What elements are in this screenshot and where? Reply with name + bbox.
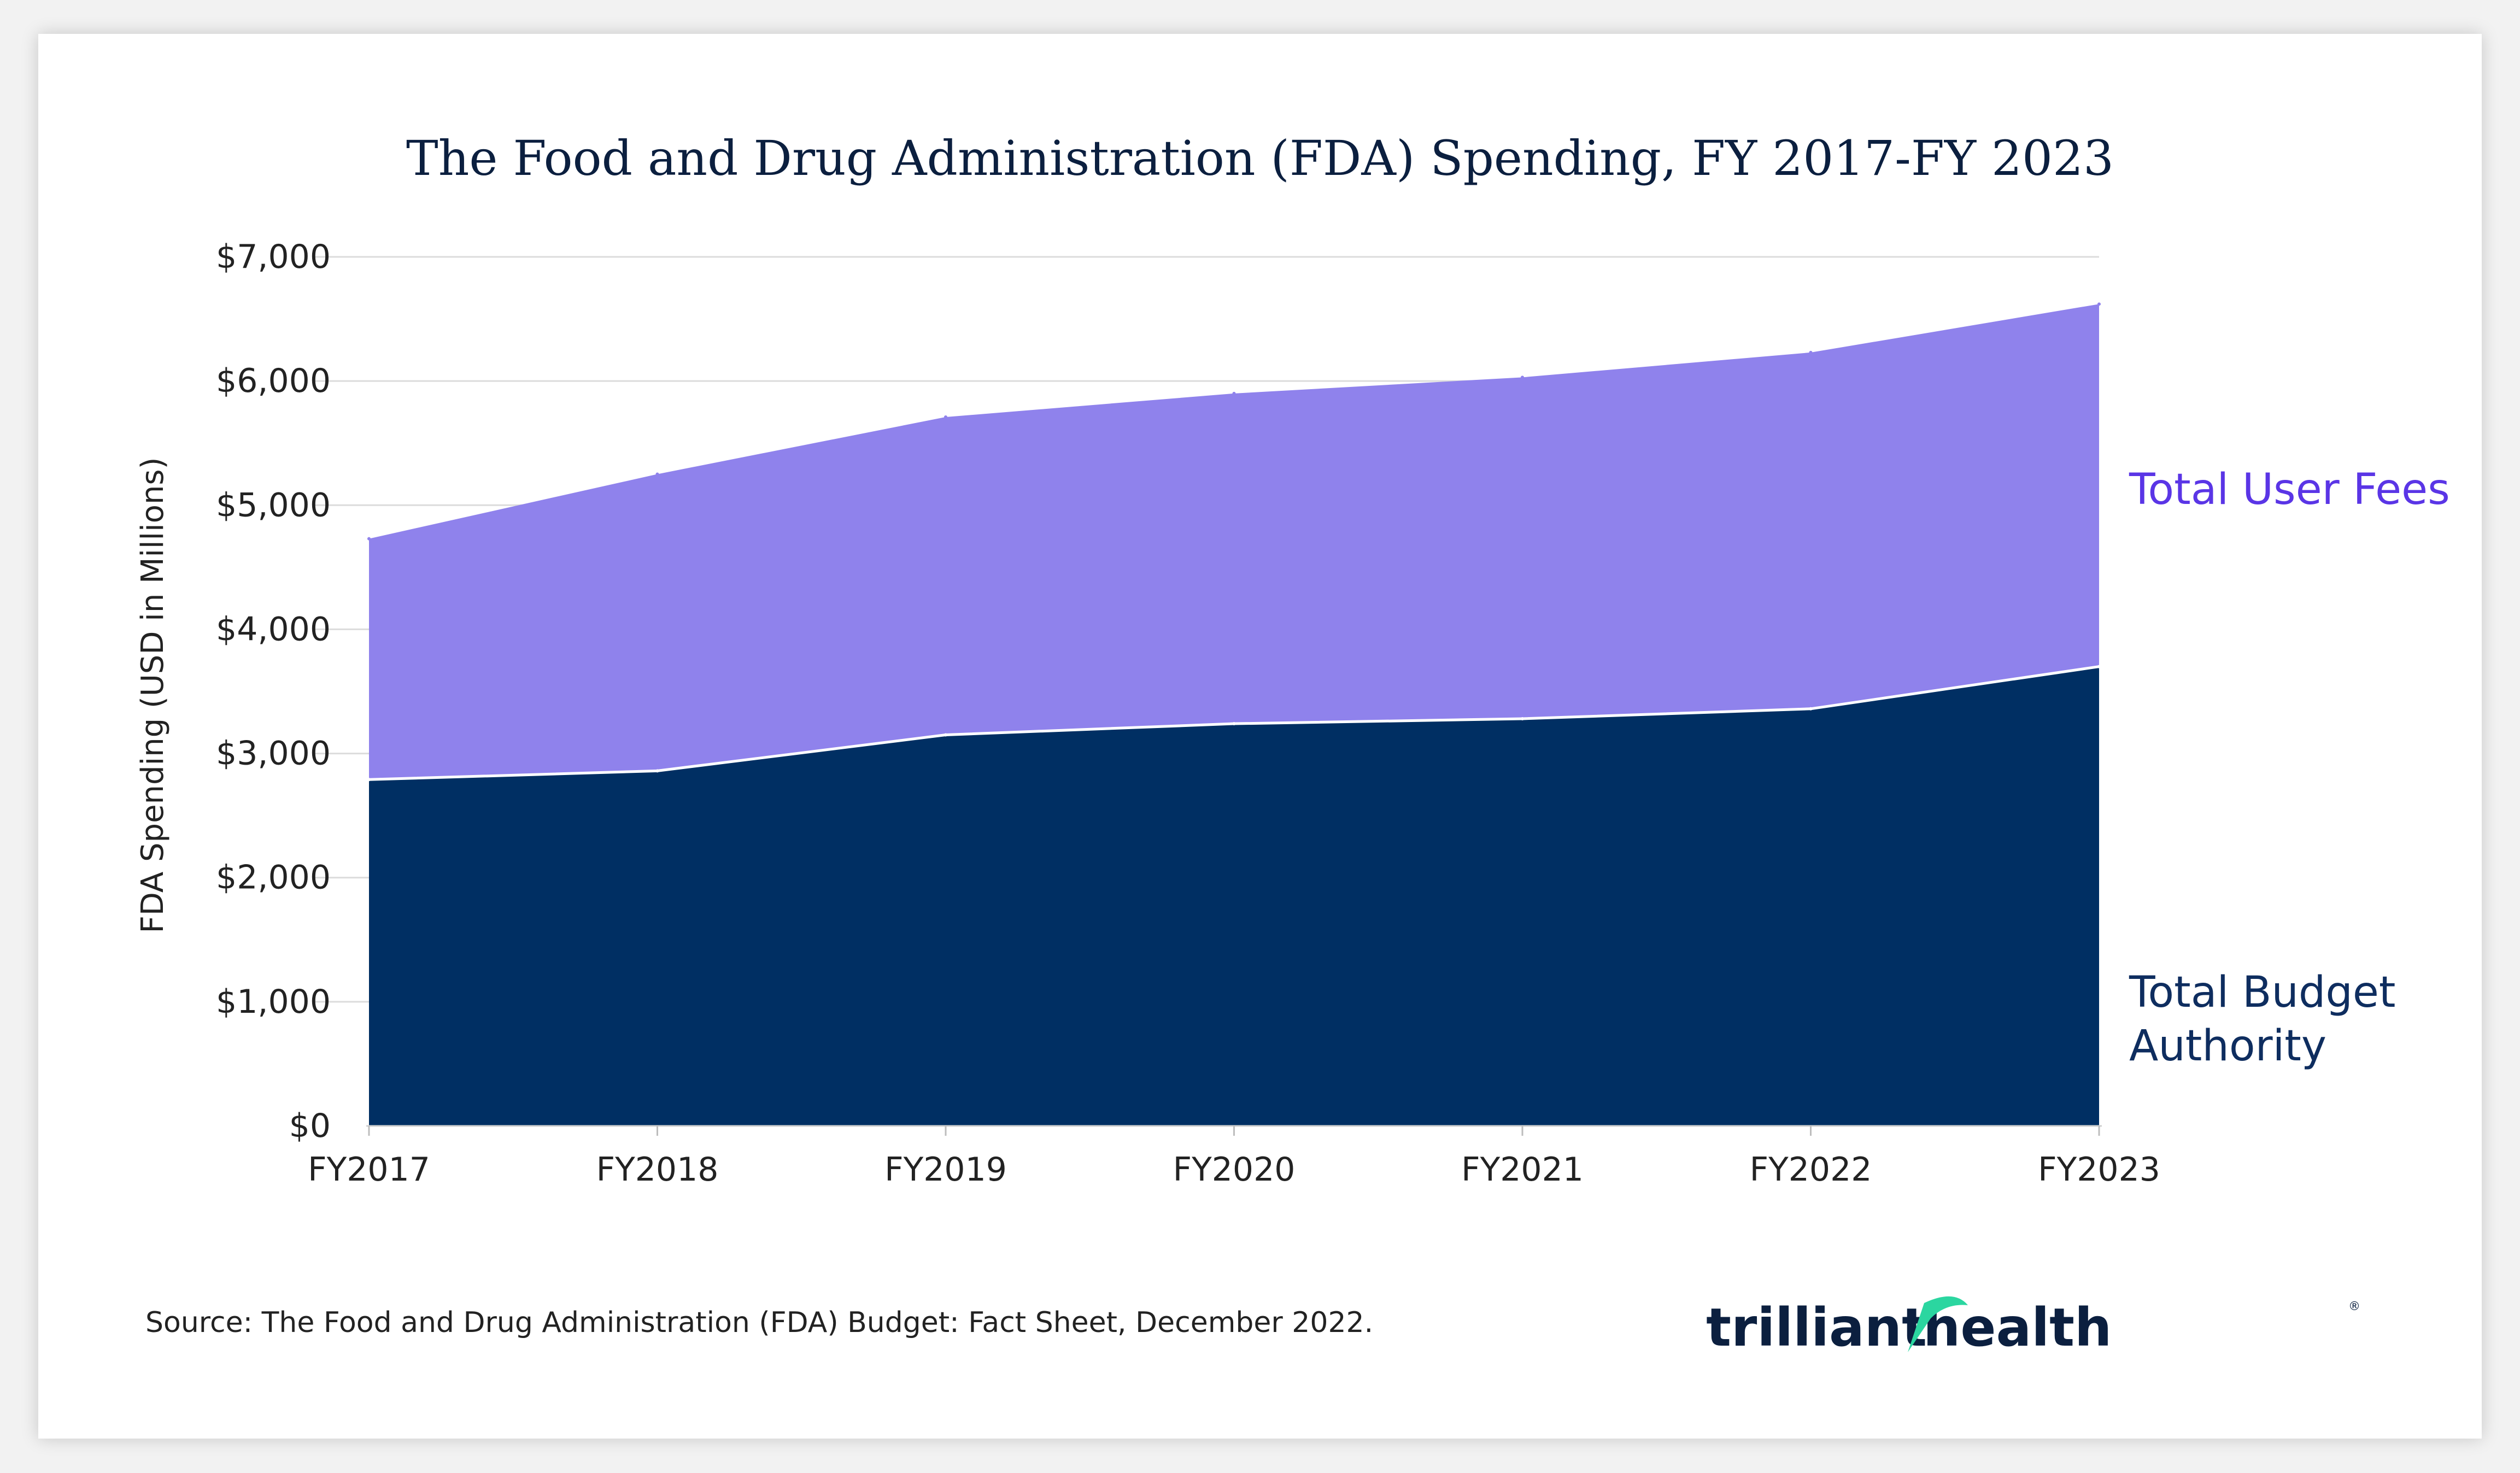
area-total-budget-authority bbox=[369, 666, 2099, 1126]
chart-card: The Food and Drug Administration (FDA) S… bbox=[38, 34, 2482, 1439]
point-total-user-fees bbox=[944, 415, 947, 419]
x-tick-label: FY2020 bbox=[1173, 1151, 1296, 1189]
y-tick-label: $3,000 bbox=[216, 735, 331, 773]
x-tick-label: FY2023 bbox=[2038, 1151, 2160, 1189]
x-tick-label: FY2022 bbox=[1750, 1151, 1872, 1189]
chart-areas bbox=[366, 302, 2102, 1127]
x-tick-label: FY2019 bbox=[884, 1151, 1007, 1189]
point-total-budget-authority bbox=[655, 769, 659, 773]
point-total-user-fees bbox=[1809, 350, 1813, 354]
logo-registered-mark: ® bbox=[2348, 1300, 2360, 1313]
point-total-user-fees bbox=[655, 472, 659, 476]
x-tick-label: FY2018 bbox=[596, 1151, 719, 1189]
point-total-user-fees bbox=[2097, 302, 2101, 306]
y-axis-label: FDA Spending (USD in Millions) bbox=[135, 457, 171, 934]
area-chart: The Food and Drug Administration (FDA) S… bbox=[135, 130, 2450, 1358]
point-total-user-fees bbox=[1232, 391, 1236, 395]
logo-text-health: health bbox=[1923, 1297, 2112, 1358]
logo-text-trilliant: trilliant bbox=[1706, 1297, 1927, 1358]
source-note: Source: The Food and Drug Administration… bbox=[145, 1306, 1373, 1339]
point-total-user-fees bbox=[367, 537, 371, 541]
series-label-budget-line2: Authority bbox=[2129, 1022, 2326, 1071]
y-tick-label: $5,000 bbox=[216, 486, 331, 524]
y-tick-label: $2,000 bbox=[216, 859, 331, 897]
series-label-budget-line1: Total Budget bbox=[2129, 968, 2396, 1017]
y-tick-label: $1,000 bbox=[216, 983, 331, 1021]
trilliant-health-logo: trilliant health ® bbox=[1706, 1296, 2360, 1358]
x-tick-label: FY2017 bbox=[308, 1151, 430, 1189]
y-tick-label: $6,000 bbox=[216, 362, 331, 400]
point-total-budget-authority bbox=[1232, 722, 1236, 726]
point-total-budget-authority bbox=[367, 778, 371, 782]
point-total-budget-authority bbox=[1809, 707, 1813, 711]
point-total-budget-authority bbox=[1521, 717, 1524, 720]
y-tick-label: $0 bbox=[289, 1107, 331, 1145]
y-tick-label: $7,000 bbox=[216, 238, 331, 276]
chart-title: The Food and Drug Administration (FDA) S… bbox=[406, 130, 2114, 186]
logo-leaf-icon bbox=[1908, 1296, 1968, 1352]
x-axis-ticks: FY2017 FY2018 FY2019 FY2020 FY2021 FY2022 FY20… bbox=[308, 1126, 2160, 1189]
y-axis-ticks: $0 $1,000 $2,000 $3,000 $4,000 $5,000 $6,000 $7… bbox=[216, 238, 331, 1145]
point-total-budget-authority bbox=[2097, 665, 2101, 668]
point-total-budget-authority bbox=[944, 733, 947, 737]
area-total-user-fees bbox=[369, 304, 2099, 780]
x-tick-label: FY2021 bbox=[1461, 1151, 1584, 1189]
series-label-user-fees: Total User Fees bbox=[2129, 465, 2450, 514]
y-tick-label: $4,000 bbox=[216, 610, 331, 648]
point-total-user-fees bbox=[1521, 375, 1524, 379]
